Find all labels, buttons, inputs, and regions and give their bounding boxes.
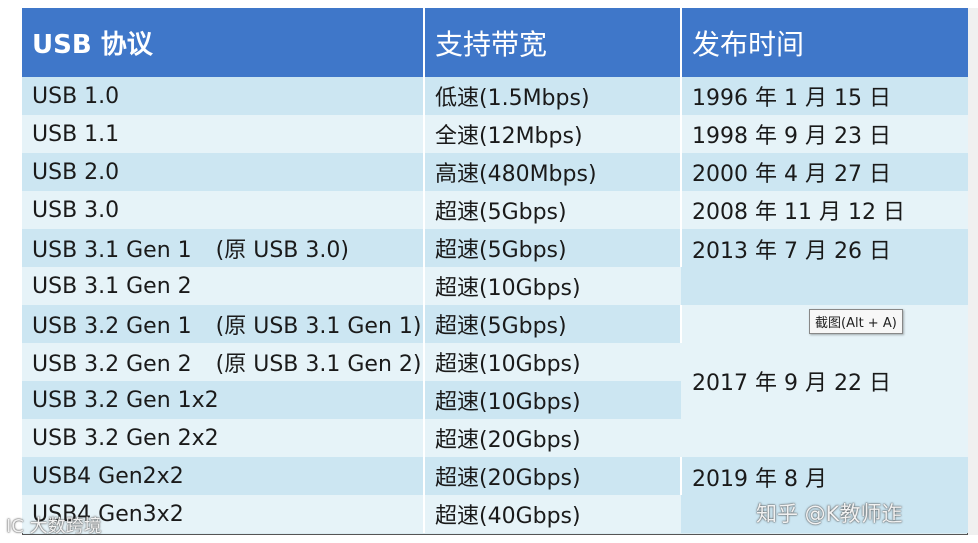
protocol-cell: USB 1.0	[22, 77, 425, 115]
table-row: USB 3.0 超速(5Gbps) 2008 年 11 月 12 日	[22, 191, 968, 229]
table-row: USB 3.1 Gen 1 (原 USB 3.0) 超速(5Gbps) 2013 …	[22, 229, 968, 305]
bandwidth-cell: 超速(5Gbps)	[424, 305, 682, 343]
protocol-name: USB 3.2 Gen 2	[32, 352, 192, 377]
date-text: 2013 年 7 月 26 日	[692, 239, 891, 264]
header-release-date: 发布时间	[681, 8, 968, 77]
protocol-original-name: (原 USB 3.1 Gen 1)	[215, 314, 422, 339]
table-row: USB4 Gen3x2 超速(40Gbps)	[22, 495, 968, 533]
screenshot-tooltip: 截图(Alt + A)	[809, 309, 903, 334]
date-text: 2019 年 8 月	[692, 467, 827, 492]
bandwidth-cell: 超速(40Gbps)	[424, 495, 681, 533]
table-header-row: USB 协议 支持带宽 发布时间	[22, 8, 968, 77]
protocol-cell: USB 3.2 Gen 1 (原 USB 3.1 Gen 1)	[22, 305, 425, 343]
right-margin	[968, 8, 978, 535]
table-row: USB 1.0 低速(1.5Mbps) 1996 年 1 月 15 日	[22, 77, 968, 115]
table-row: USB4 Gen2x2 超速(20Gbps) 2019 年 8 月	[22, 457, 968, 533]
bandwidth-cell: 超速(10Gbps)	[424, 343, 681, 381]
date-cell: 2017 年 9 月 22 日	[681, 305, 968, 457]
bandwidth-cell: 低速(1.5Mbps)	[424, 77, 682, 115]
date-cell: 2019 年 8 月	[681, 457, 968, 533]
date-cell: 1996 年 1 月 15 日	[681, 77, 968, 115]
bandwidth-cell: 超速(5Gbps)	[424, 229, 682, 267]
table-row: USB 1.1 全速(12Mbps) 1998 年 9 月 23 日	[22, 115, 968, 153]
protocol-name: USB 3.2 Gen 1	[32, 314, 192, 339]
protocol-original-name: (原 USB 3.0)	[215, 238, 349, 263]
bandwidth-cell: 超速(10Gbps)	[424, 267, 681, 305]
bandwidth-cell: 全速(12Mbps)	[424, 115, 682, 153]
protocol-original-name: (原 USB 3.1 Gen 2)	[215, 352, 422, 377]
protocol-cell: USB4 Gen3x2	[22, 495, 425, 533]
protocol-cell: USB 3.1 Gen 1 (原 USB 3.0)	[22, 229, 425, 267]
protocol-name: USB 3.1 Gen 1	[32, 238, 192, 263]
bandwidth-cell: 超速(20Gbps)	[424, 419, 681, 457]
table-row: USB 3.2 Gen 1x2 超速(10Gbps)	[22, 381, 968, 419]
protocol-cell: USB 3.2 Gen 1x2	[22, 381, 425, 419]
protocol-cell: USB 3.2 Gen 2 (原 USB 3.1 Gen 2)	[22, 343, 425, 381]
protocol-cell: USB4 Gen2x2	[22, 457, 425, 495]
bandwidth-cell: 高速(480Mbps)	[424, 153, 682, 191]
watermark-source: IC 大数跨境	[6, 516, 102, 537]
header-protocol: USB 协议	[22, 8, 425, 77]
protocol-cell: USB 3.2 Gen 2x2	[22, 419, 425, 457]
protocol-cell: USB 1.1	[22, 115, 425, 153]
bandwidth-cell: 超速(10Gbps)	[424, 381, 681, 419]
usb-protocol-table: USB 协议 支持带宽 发布时间 USB 1.0 低速(1.5Mbps) 199…	[22, 8, 968, 533]
protocol-cell: USB 3.1 Gen 2	[22, 267, 425, 305]
date-cell: 2008 年 11 月 12 日	[681, 191, 968, 229]
date-cell: 2013 年 7 月 26 日	[681, 229, 968, 305]
date-cell: 2000 年 4 月 27 日	[681, 153, 968, 191]
table-row: USB 2.0 高速(480Mbps) 2000 年 4 月 27 日	[22, 153, 968, 191]
protocol-cell: USB 3.0	[22, 191, 425, 229]
top-strip	[0, 0, 978, 8]
watermark-zhihu: 知乎 @K教师迮	[756, 502, 903, 526]
protocol-cell: USB 2.0	[22, 153, 425, 191]
table-row: USB 3.2 Gen 2x2 超速(20Gbps)	[22, 419, 968, 457]
table-row: USB 3.1 Gen 2 超速(10Gbps)	[22, 267, 968, 305]
table-row: USB 3.2 Gen 1 (原 USB 3.1 Gen 1) 超速(5Gbps)…	[22, 305, 968, 457]
date-text: 2017 年 9 月 22 日	[692, 371, 891, 396]
bandwidth-cell: 超速(5Gbps)	[424, 191, 682, 229]
bandwidth-cell: 超速(20Gbps)	[424, 457, 682, 495]
table-row: USB 3.2 Gen 2 (原 USB 3.1 Gen 2) 超速(10Gbps…	[22, 343, 968, 381]
date-cell: 1998 年 9 月 23 日	[681, 115, 968, 153]
header-bandwidth: 支持带宽	[424, 8, 682, 77]
